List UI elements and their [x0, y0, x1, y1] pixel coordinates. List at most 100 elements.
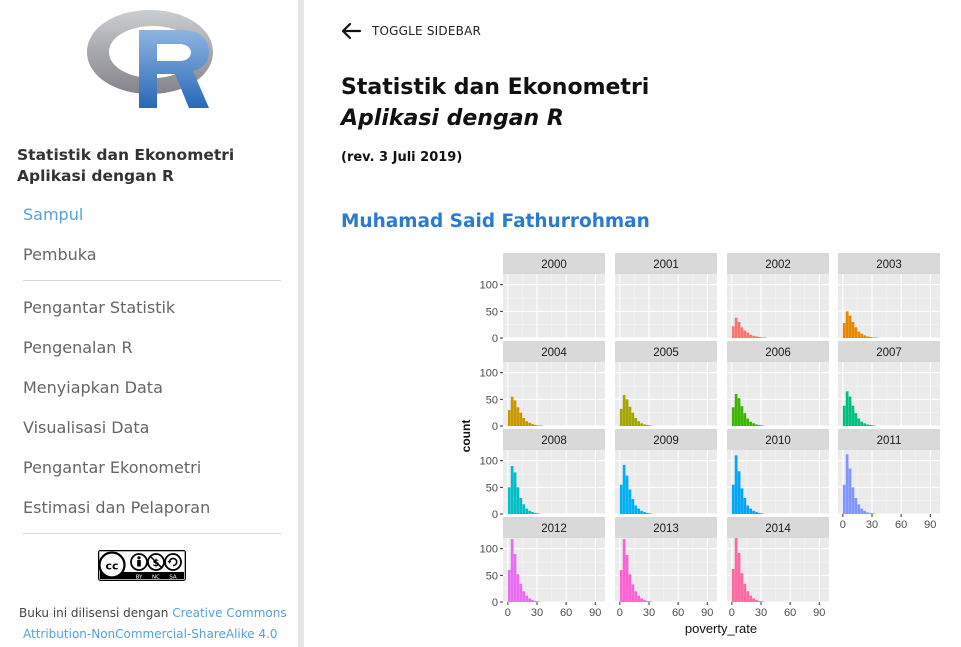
histogram-bar	[525, 508, 529, 514]
histogram-bar	[646, 600, 649, 602]
histogram-bar	[539, 425, 543, 426]
facet-strip	[838, 341, 940, 362]
histogram-bar	[863, 423, 866, 426]
histogram-bar	[628, 406, 632, 426]
histogram-bar	[628, 489, 632, 514]
license-text: Buku ini dilisensi dengan Creative Commo…	[19, 606, 287, 620]
y-tick-label: 50	[486, 570, 498, 582]
histogram-bar	[845, 454, 849, 514]
facet-label: 2013	[653, 523, 679, 535]
toggle-sidebar-button[interactable]: TOGGLE SIDEBAR	[340, 20, 481, 42]
facet-label: 2011	[877, 435, 902, 447]
histogram-bar	[731, 326, 735, 338]
arrow-left-icon	[341, 22, 362, 40]
histogram-bar	[854, 413, 858, 426]
y-axis-label: count	[459, 420, 473, 453]
histogram-bar	[763, 337, 767, 338]
facet-strip	[503, 429, 605, 450]
histogram-bar	[637, 595, 641, 602]
histogram-bar	[740, 573, 744, 602]
sidebar-scrollbar[interactable]	[298, 0, 304, 647]
nav-item-sampul[interactable]: Sampul	[23, 205, 84, 224]
histogram-bar	[625, 555, 629, 602]
histogram-bar	[863, 510, 866, 514]
histogram-bar	[872, 513, 875, 514]
histogram-bar	[646, 512, 649, 514]
histogram-bar	[737, 322, 741, 338]
histogram-bar	[522, 504, 526, 514]
nav-item-pengantar-statistik[interactable]: Pengantar Statistik	[23, 298, 176, 317]
histogram-bar	[874, 337, 878, 338]
page-subtitle: Aplikasi dengan R	[341, 106, 564, 131]
nav-item-pengantar-ekonometri[interactable]: Pengantar Ekonometri	[23, 458, 202, 477]
facet-strip	[838, 253, 940, 274]
histogram-bar	[851, 405, 855, 426]
histogram-bar	[634, 418, 638, 426]
facet-label: 2003	[876, 259, 902, 271]
histogram-bar	[746, 418, 750, 426]
histogram-bar	[622, 539, 626, 602]
nav-item-pembuka[interactable]: Pembuka	[23, 245, 97, 264]
histogram-bar	[872, 425, 875, 426]
histogram-bar	[619, 484, 623, 514]
histogram-bar	[734, 455, 738, 514]
cc-badge-by: BY	[136, 574, 143, 580]
x-tick-label: 90	[813, 607, 825, 619]
histogram-bar	[516, 574, 520, 602]
cc-license-badge[interactable]: cc $ BY NC SA	[98, 550, 186, 581]
license-link[interactable]: Creative Commons	[172, 606, 287, 620]
histogram-bar	[640, 423, 643, 426]
histogram-bar	[851, 322, 855, 338]
nav-item-menyiapkan-data[interactable]: Menyiapkan Data	[23, 378, 163, 397]
histogram-bar	[513, 472, 517, 514]
histogram-bar	[740, 327, 744, 338]
histogram-bar	[749, 508, 753, 514]
facet-label: 2002	[765, 259, 791, 271]
facet-label: 2001	[653, 259, 679, 271]
histogram-bar	[857, 418, 861, 426]
x-tick-label: 0	[729, 607, 735, 619]
histogram-bar	[758, 512, 761, 514]
license-link-line2[interactable]: Attribution-NonCommercial-ShareAlike 4.0	[23, 627, 278, 641]
histogram-bar	[761, 601, 764, 602]
histogram-bar	[531, 511, 534, 514]
facet-strip	[727, 341, 829, 362]
x-tick-label: 60	[784, 607, 796, 619]
histogram-bar	[761, 337, 764, 338]
histogram-bar	[752, 423, 755, 426]
facet-strip	[727, 429, 829, 450]
histogram-bar	[743, 498, 747, 514]
histogram-bar	[842, 323, 846, 338]
histogram-bar	[866, 336, 869, 338]
histogram-bar	[528, 598, 531, 602]
histogram-bar	[860, 508, 864, 514]
nav-item-visualisasi-data[interactable]: Visualisasi Data	[23, 418, 150, 437]
histogram-bar	[758, 336, 761, 338]
histogram-bar	[537, 425, 540, 426]
sidebar: Statistik dan Ekonometri Aplikasi dengan…	[0, 0, 298, 647]
histogram-bar	[755, 336, 758, 338]
nav-item-pengenalan-r[interactable]: Pengenalan R	[23, 338, 133, 357]
x-axis-label: poverty_rate	[685, 621, 757, 636]
histogram-bar	[848, 468, 852, 514]
histogram-bar	[525, 595, 529, 602]
histogram-bar	[513, 554, 517, 602]
facet-strip	[615, 253, 717, 274]
histogram-bar	[755, 511, 758, 514]
nav-item-estimasi-pelaporan[interactable]: Estimasi dan Pelaporan	[23, 498, 211, 517]
y-tick-label: 0	[492, 421, 498, 433]
facet-label: 2006	[765, 347, 791, 359]
histogram-bar	[525, 421, 529, 426]
histogram-bar	[649, 601, 652, 602]
license-text-line2: Attribution-NonCommercial-ShareAlike 4.0	[23, 627, 278, 641]
x-tick-label: 60	[895, 519, 907, 531]
y-tick-label: 0	[492, 597, 498, 609]
histogram-bar	[622, 395, 626, 426]
y-tick-label: 50	[486, 482, 498, 494]
histogram-bar	[749, 334, 753, 338]
histogram-bar	[737, 552, 741, 602]
histogram-bar	[643, 511, 646, 514]
cc-badge-nc: NC	[152, 574, 160, 580]
x-tick-label: 60	[560, 607, 572, 619]
histogram-bar	[537, 601, 540, 602]
